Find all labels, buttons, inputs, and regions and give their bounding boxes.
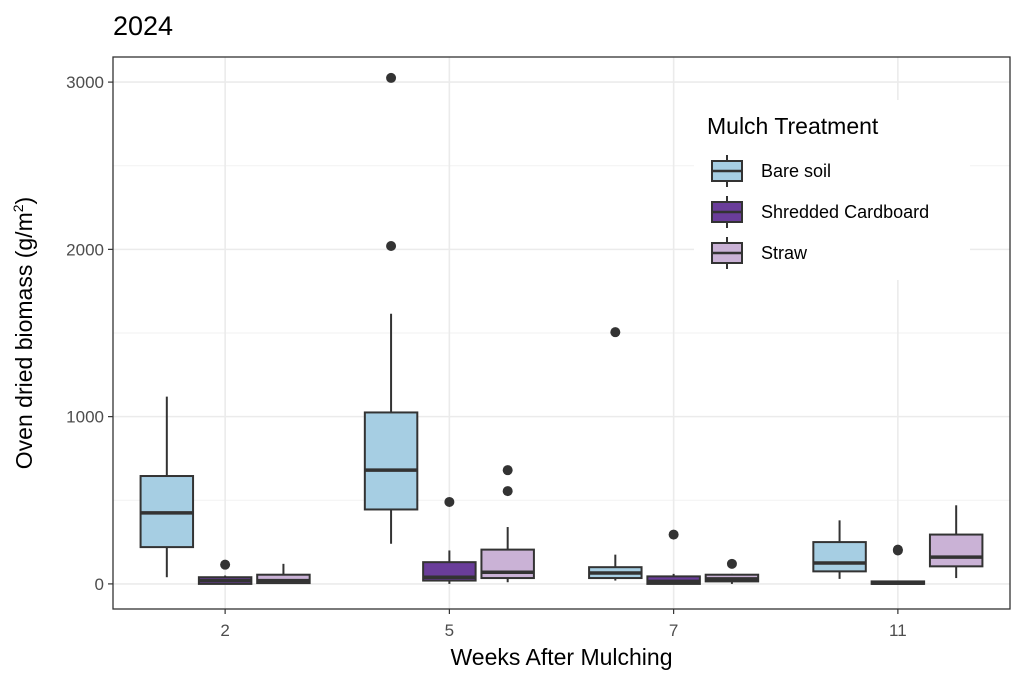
outlier-point bbox=[610, 327, 621, 338]
outlier-point bbox=[726, 558, 737, 569]
y-tick-label: 1000 bbox=[66, 408, 104, 427]
x-tick-label: 7 bbox=[669, 621, 678, 640]
outlier-point bbox=[386, 72, 397, 83]
y-axis-title-main: Oven dried biomass (g/m bbox=[11, 212, 37, 469]
outlier-point bbox=[892, 545, 903, 556]
box-straw-week-11 bbox=[928, 505, 984, 579]
box-shredded-cardboard-week-5 bbox=[422, 496, 477, 584]
y-axis-title: Oven dried biomass (g/m2) bbox=[10, 197, 37, 469]
box-straw-week-7 bbox=[704, 558, 760, 584]
x-tick-label: 5 bbox=[445, 621, 454, 640]
legend-label: Straw bbox=[761, 243, 808, 263]
legend-item-straw: Straw bbox=[711, 237, 808, 269]
outlier-point bbox=[386, 241, 397, 252]
legend-label: Shredded Cardboard bbox=[761, 202, 929, 222]
y-axis-title-superscript: 2 bbox=[10, 204, 26, 212]
outlier-point bbox=[502, 465, 513, 476]
y-tick-label: 2000 bbox=[66, 240, 104, 259]
legend-item-shredded-cardboard: Shredded Cardboard bbox=[711, 196, 929, 228]
box-bare-soil-week-2 bbox=[139, 396, 195, 578]
legend-items: Bare soil Shredded Cardboard Straw bbox=[711, 155, 929, 269]
x-axis-ticks: 2 5 7 11 bbox=[220, 609, 907, 640]
outlier-point bbox=[220, 559, 231, 570]
outlier-point bbox=[668, 529, 679, 540]
x-tick-label: 11 bbox=[889, 621, 907, 640]
y-tick-label: 0 bbox=[95, 575, 104, 594]
y-axis-ticks: 0 1000 2000 3000 bbox=[66, 73, 113, 594]
box-shredded-cardboard-week-2 bbox=[197, 559, 253, 585]
box-straw-week-5 bbox=[480, 465, 535, 583]
box-series bbox=[139, 72, 984, 585]
y-tick-label: 3000 bbox=[66, 73, 104, 92]
x-tick-label: 2 bbox=[220, 621, 229, 640]
box-iqr bbox=[812, 541, 867, 573]
y-axis-title-close: ) bbox=[11, 197, 37, 205]
outlier-point bbox=[502, 486, 513, 497]
box-iqr bbox=[928, 533, 984, 568]
box-iqr bbox=[363, 411, 419, 511]
box-straw-week-2 bbox=[256, 563, 311, 585]
legend-item-bare-soil: Bare soil bbox=[711, 155, 831, 187]
box-bare-soil-week-5 bbox=[363, 72, 419, 544]
box-shredded-cardboard-week-11 bbox=[870, 544, 926, 585]
plot-border bbox=[112, 56, 1011, 610]
x-axis-title: Weeks After Mulching bbox=[450, 644, 672, 670]
chart-title: 2024 bbox=[113, 11, 173, 41]
legend-title: Mulch Treatment bbox=[707, 113, 879, 139]
legend: Mulch Treatment Bare soil Shredded Cardbo… bbox=[694, 100, 970, 280]
legend-label: Bare soil bbox=[761, 161, 831, 181]
outlier-point bbox=[444, 496, 455, 507]
box-shredded-cardboard-week-7 bbox=[646, 529, 701, 585]
box-bare-soil-week-11 bbox=[812, 520, 867, 579]
box-bare-soil-week-7 bbox=[588, 327, 643, 581]
